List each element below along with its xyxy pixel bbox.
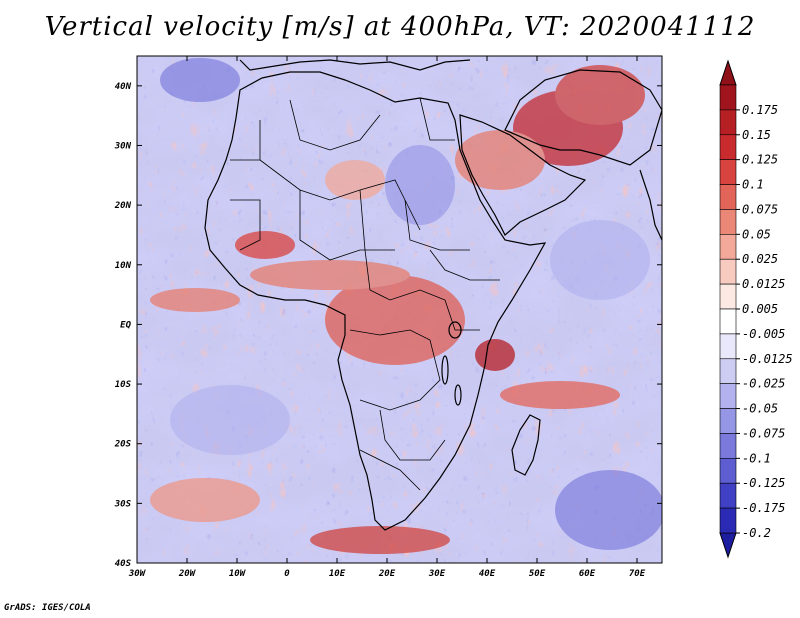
colorbar-swatch (719, 333, 737, 360)
lon-tick-label: 0 (284, 569, 290, 579)
lon-tick-label: 60E (579, 569, 596, 579)
colorbar-level-label: 0.125 (742, 153, 778, 167)
lat-tick-label: 30S (114, 499, 132, 509)
velocity-field (137, 56, 662, 563)
colorbar-swatch (719, 234, 737, 260)
updraft-west-africa (235, 231, 295, 259)
colorbar-swatch (719, 458, 737, 484)
map-outlines (204, 59, 662, 531)
credit-label: GrADS: IGES/COLA (4, 603, 91, 613)
updraft-atlantic-itcz (150, 288, 240, 312)
colorbar-swatch (719, 134, 737, 160)
madagascar (511, 414, 541, 476)
colorbar-level-label: -0.2 (742, 526, 771, 540)
lat-tick-label: 20N (114, 201, 132, 211)
colorbar-swatch (719, 482, 737, 509)
updraft-east-africa (475, 339, 515, 371)
colorbar-swatch (719, 209, 737, 235)
downdraft-atlantic (170, 385, 290, 455)
colorbar-level-label: 0.0125 (742, 277, 785, 291)
colorbar-swatch (719, 84, 737, 111)
colorbar-level-label: 0.175 (742, 103, 778, 117)
lon-tick-label: 50E (529, 569, 546, 579)
colorbar-swatch (719, 433, 737, 459)
updraft-congo (325, 275, 465, 365)
lakes (441, 321, 462, 406)
lat-tick-label: 10N (115, 261, 132, 271)
updraft-indian-ocean (500, 381, 620, 409)
iran-coastline (504, 69, 662, 166)
lon-tick-label: 20W (178, 569, 197, 579)
colorbar-level-label: -0.125 (742, 476, 785, 490)
updraft-iran-north (555, 65, 645, 125)
downdraft-regions (160, 58, 662, 550)
lat-tick-label: 30N (114, 141, 132, 151)
colorbar-top-arrow (719, 59, 737, 86)
colorbar-bottom-arrow (719, 532, 737, 559)
europe-coast (239, 59, 471, 71)
lon-tick-label: 30W (128, 569, 147, 579)
colorbar-level-label: 0.05 (742, 227, 771, 241)
colorbar-swatch (719, 109, 737, 136)
colorbar-swatch (719, 507, 737, 534)
updraft-arabia (455, 130, 545, 190)
colorbar-level-label: -0.1 (742, 451, 771, 465)
colorbar: 0.175 0.15 0.125 0.1 0.075 0.05 0.025 0.0125 0.0… (719, 59, 793, 559)
lat-tick-label: 20S (114, 440, 132, 450)
colorbar-swatch (719, 308, 737, 335)
downdraft-egypt (385, 145, 455, 225)
updraft-sahara (325, 160, 385, 200)
colorbar-level-label: -0.025 (742, 377, 785, 391)
colorbar-level-label: 0.075 (742, 202, 778, 216)
updraft-sahel (250, 260, 410, 290)
colorbar-level-label: -0.0125 (742, 352, 793, 366)
updraft-south-atlantic (310, 526, 450, 554)
lon-tick-label: 40E (479, 569, 496, 579)
plot-frame (136, 55, 663, 564)
lon-tick-label: 30E (428, 569, 446, 579)
lat-tick-label: 40S (115, 559, 132, 569)
colorbar-level-label: -0.05 (742, 402, 778, 416)
updraft-regions (150, 65, 645, 554)
updraft-south-atlantic-west (150, 478, 260, 522)
colorbar-level-label: 0.005 (742, 302, 778, 316)
colorbar-level-label: -0.075 (742, 426, 785, 440)
downdraft-arabian-sea (550, 220, 650, 300)
arabia-coastline (459, 114, 587, 236)
colorbar-swatch (719, 408, 737, 434)
colorbar-level-label: 0.15 (742, 128, 771, 142)
lat-tick-label: EQ (120, 320, 131, 330)
colorbar-swatch (719, 358, 737, 384)
india-coast (639, 169, 662, 241)
colorbar-swatch (719, 184, 737, 210)
colorbar-level-label: -0.175 (742, 501, 785, 515)
country-borders (230, 97, 500, 491)
lon-tick-label: 20E (378, 569, 396, 579)
colorbar-level-label: 0.025 (742, 252, 778, 266)
lon-tick-label: 10E (329, 569, 346, 579)
lat-tick-label: 10S (115, 380, 132, 390)
colorbar-swatch (719, 258, 737, 285)
lon-tick-label: 10W (229, 569, 247, 579)
colorbar-level-label: -0.005 (742, 327, 785, 341)
africa-coastline (204, 71, 547, 531)
downdraft-south-indian (555, 470, 662, 550)
colorbar-swatch (719, 159, 737, 185)
colorbar-swatch (719, 283, 737, 310)
map-axes: 30W 20W 10W 0 10E 20E 30E 40E 50E 60E 70E 40N 30N 20N… (114, 56, 662, 579)
colorbar-level-label: 0.1 (742, 178, 764, 192)
page-title: Vertical velocity [m/s] at 400hPa, VT: 2… (44, 12, 756, 42)
downdraft-iberia (160, 58, 240, 102)
lat-tick-label: 40N (115, 82, 132, 92)
lon-tick-label: 70E (629, 569, 646, 579)
colorbar-swatch (719, 383, 737, 409)
